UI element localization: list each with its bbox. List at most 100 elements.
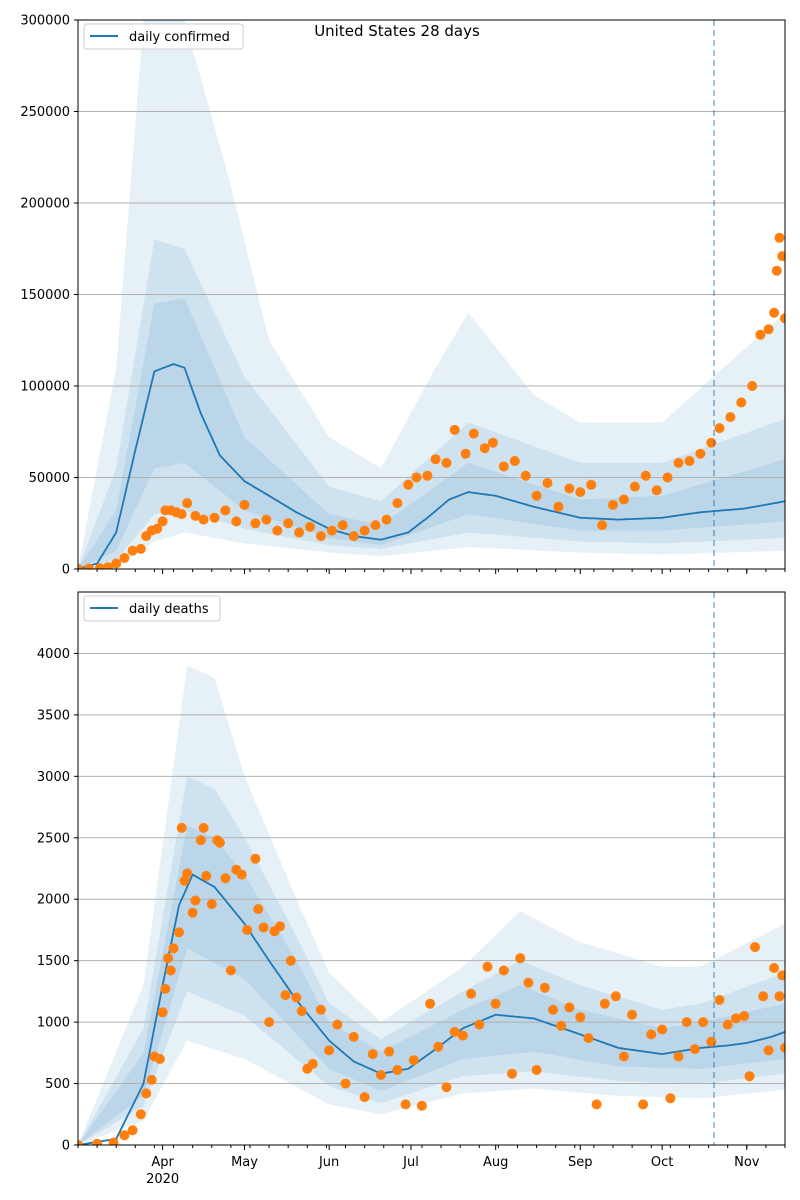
y-tick-label: 300000 — [20, 14, 70, 29]
observed-point — [747, 381, 758, 391]
observed-point — [315, 1004, 326, 1015]
legend-label: daily deaths — [129, 602, 209, 617]
observed-point — [408, 1055, 419, 1066]
chart-title: United States 28 days — [314, 22, 480, 40]
observed-point — [209, 512, 220, 523]
observed-point — [468, 428, 479, 439]
observed-point — [176, 822, 187, 833]
observed-point — [441, 1082, 452, 1093]
observed-point — [662, 472, 673, 483]
observed-point — [78, 564, 83, 569]
y-tick-label: 2500 — [37, 831, 70, 846]
observed-point — [127, 1125, 138, 1136]
observed-point — [198, 822, 209, 833]
confidence-band-1 — [78, 665, 785, 1145]
observed-point — [239, 499, 250, 510]
panel-daily-deaths: 0 500 1000 1500 2000 2500 3000 3500 4000 Apr May J… — [37, 591, 786, 1187]
observed-point — [523, 977, 534, 988]
x-axis-minor — [77, 569, 786, 574]
observed-point — [165, 965, 176, 976]
observed-point — [714, 423, 725, 434]
confidence-bands — [78, 665, 785, 1145]
y-tick-label: 50000 — [29, 471, 70, 486]
observed-point — [673, 457, 684, 468]
observed-point — [651, 485, 662, 496]
x-year-label: 2020 — [146, 1172, 179, 1187]
observed-point — [515, 953, 526, 964]
observed-point — [564, 483, 575, 494]
observed-point — [157, 516, 168, 527]
observed-point — [763, 324, 774, 335]
observed-point — [599, 998, 610, 1009]
observed-point — [698, 1017, 709, 1028]
observed-point — [283, 518, 294, 529]
observed-point — [367, 1049, 378, 1060]
observed-point — [433, 1041, 444, 1052]
observed-point — [646, 1029, 657, 1040]
observed-point — [591, 1099, 602, 1110]
x-tick-label: Nov — [734, 1155, 760, 1170]
median-series-line — [78, 363, 785, 569]
observed-point — [531, 490, 542, 501]
observed-point — [564, 1002, 575, 1013]
observed-point — [575, 1012, 586, 1023]
observed-point — [291, 992, 302, 1003]
observed-point — [381, 514, 392, 525]
observed-point — [466, 988, 477, 999]
observed-point — [152, 523, 163, 534]
observed-point — [272, 525, 283, 536]
observed-point — [348, 531, 359, 542]
y-tick-label: 0 — [62, 563, 70, 578]
observed-point — [736, 397, 747, 408]
observed-point — [531, 1065, 542, 1075]
observed-point — [261, 514, 272, 525]
observed-point — [376, 1070, 386, 1080]
observed-point — [307, 1058, 318, 1069]
observed-point — [305, 521, 315, 532]
observed-point — [460, 448, 471, 459]
observed-point — [160, 983, 171, 994]
y-tick-label: 0 — [62, 1139, 70, 1154]
observed-point — [135, 1109, 146, 1120]
x-tick-label: Jun — [318, 1155, 339, 1170]
observed-point — [258, 922, 269, 933]
observed-point — [296, 1006, 307, 1017]
y-tick-label: 4000 — [37, 647, 70, 662]
observed-point — [449, 424, 460, 435]
observed-point — [777, 251, 785, 262]
observed-point — [163, 953, 174, 964]
observed-point — [231, 516, 242, 527]
x-tick-label: Oct — [651, 1155, 673, 1170]
observed-point — [774, 232, 785, 243]
observed-point — [457, 1030, 468, 1041]
observed-point — [722, 1019, 733, 1030]
observed-point — [92, 1138, 103, 1145]
observed-point — [548, 1004, 558, 1015]
observed-point — [681, 1017, 692, 1028]
observed-point — [103, 562, 113, 569]
observed-point — [146, 1074, 157, 1085]
observed-point — [337, 520, 348, 531]
observed-point — [187, 907, 198, 918]
observed-point — [583, 1033, 594, 1044]
observed-point — [190, 895, 201, 906]
y-axis: 0 50000 100000 150000 200000 250000 300000 — [20, 14, 78, 578]
observed-point — [253, 904, 264, 915]
observed-point — [430, 454, 441, 465]
x-tick-label: Apr — [151, 1155, 174, 1170]
observed-point — [610, 991, 621, 1002]
y-tick-label: 1000 — [37, 1016, 70, 1031]
observed-point — [474, 1019, 485, 1030]
observed-point — [449, 1026, 460, 1037]
observed-point — [392, 1065, 403, 1075]
observed-point — [220, 873, 231, 884]
observed-point — [340, 1078, 351, 1089]
observed-point — [285, 955, 296, 966]
y-tick-label: 3500 — [37, 708, 70, 723]
observed-point — [441, 457, 452, 468]
observed-point — [744, 1071, 755, 1082]
observed-point — [758, 991, 769, 1002]
observed-point — [206, 899, 217, 910]
y-tick-label: 3000 — [37, 770, 70, 785]
